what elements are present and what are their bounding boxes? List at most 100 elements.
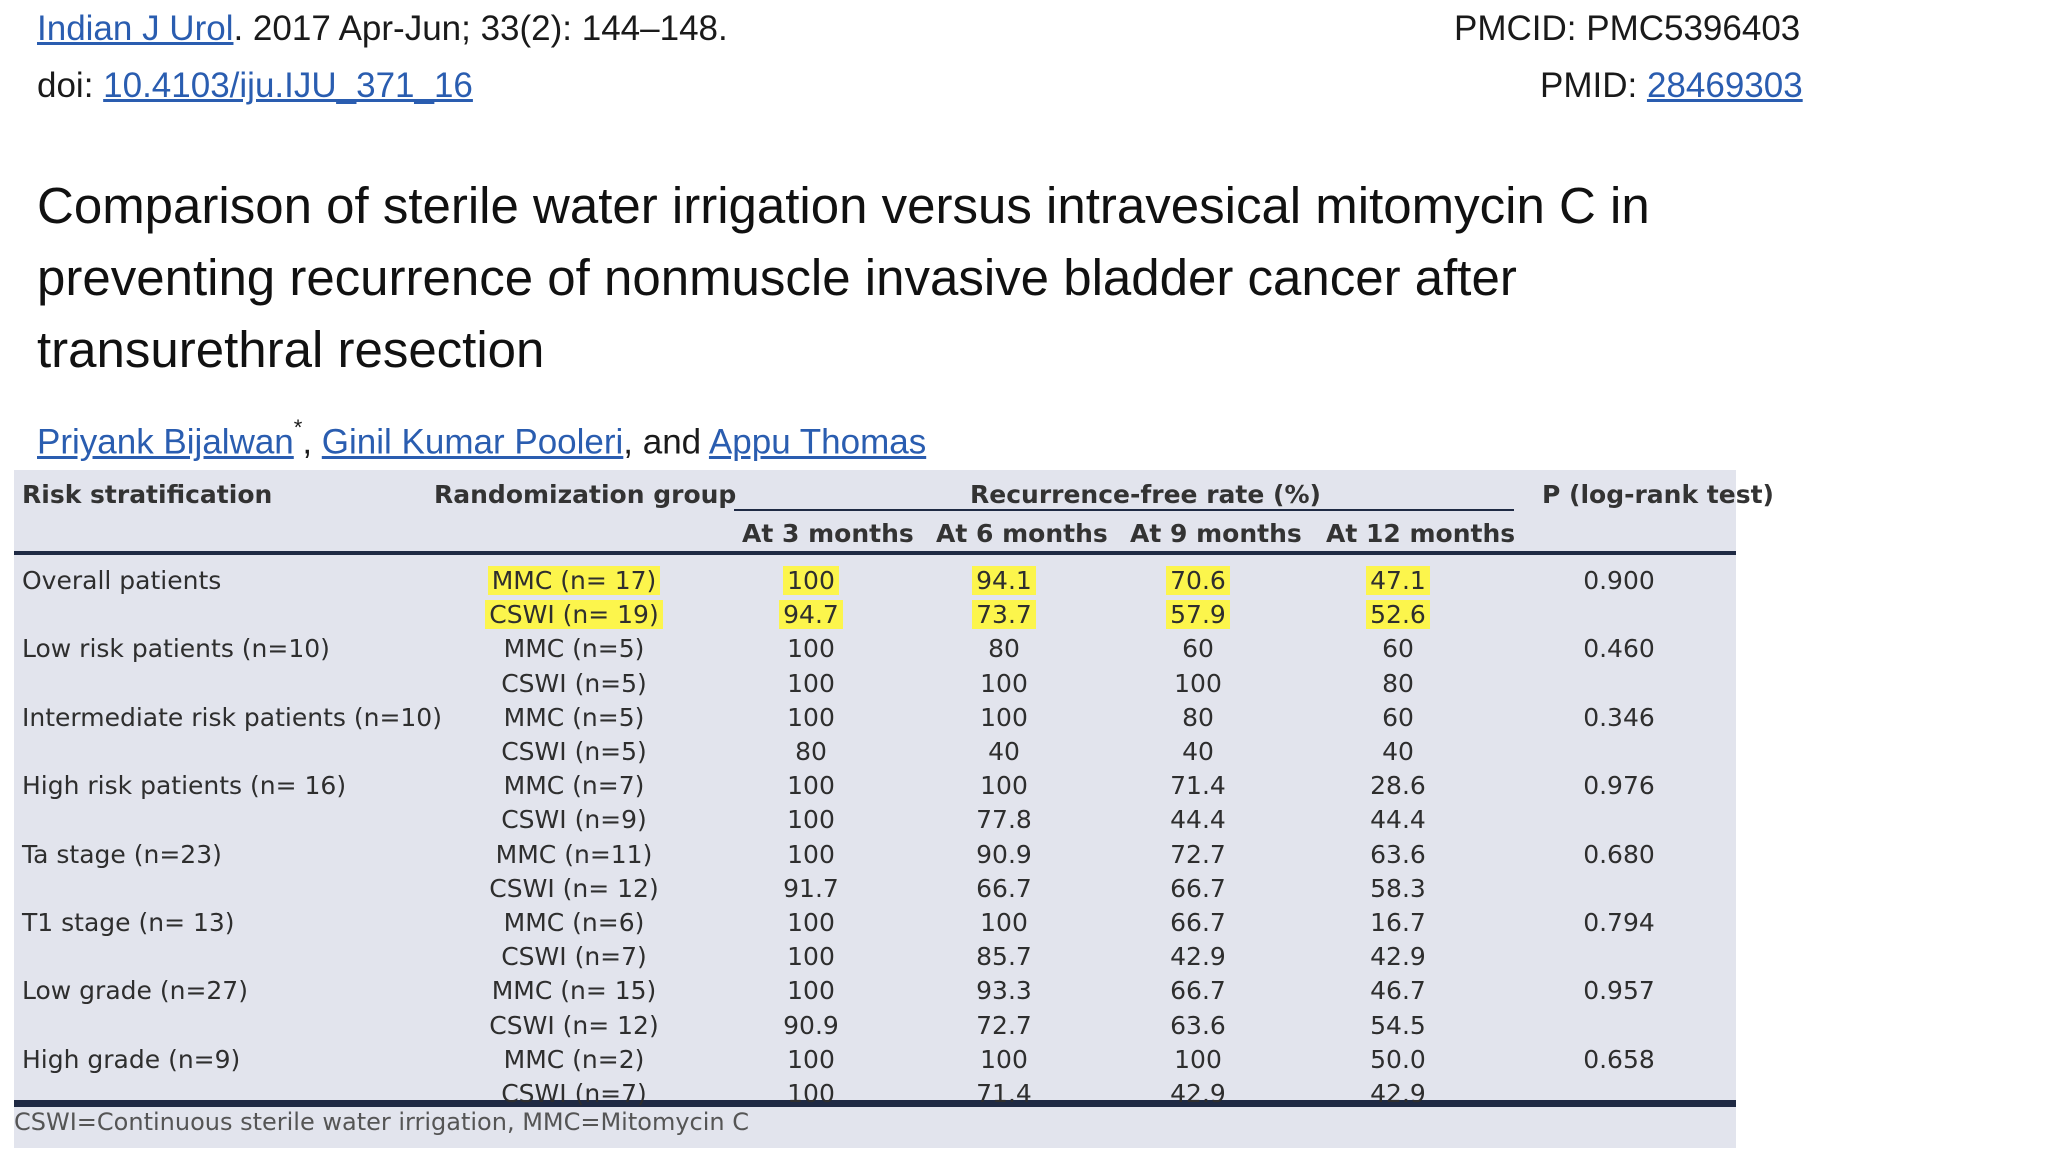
cell-p: 0.957: [1583, 976, 1655, 1006]
cell-m3: 80: [795, 737, 827, 766]
cell-risk: Low risk patients (n=10): [22, 634, 330, 664]
cell-m3: 100: [787, 668, 835, 698]
cell-m9: 60: [1182, 634, 1214, 664]
cell-p: 0.794: [1583, 908, 1655, 937]
cell-m12: 40: [1382, 737, 1414, 766]
cell-group: CSWI (n=9): [501, 805, 647, 835]
cell-m6: 85.7: [976, 942, 1032, 972]
cell-m12: 16.7: [1370, 908, 1426, 937]
cell-group: CSWI (n=5): [501, 737, 647, 766]
cell-group: MMC (n=2): [503, 1044, 645, 1074]
cell-m3: 90.9: [783, 1010, 839, 1040]
cell-m9: 100: [1174, 1044, 1222, 1074]
highlighted-value: 94.1: [972, 566, 1036, 595]
doi-label: doi:: [37, 66, 104, 105]
cell-m6: 100: [980, 908, 1028, 937]
cell-risk: Low grade (n=27): [22, 976, 248, 1006]
corresponding-mark: *: [293, 415, 303, 440]
cell-m12: 28.6: [1370, 771, 1426, 801]
cell-risk: Overall patients: [22, 566, 222, 595]
doi-link[interactable]: 10.4103/iju.IJU_371_16: [103, 66, 473, 105]
header-randomization-group: Randomization group: [434, 480, 737, 509]
cell-group: MMC (n=11): [495, 839, 653, 869]
cell-m9: 42.9: [1170, 942, 1226, 972]
cell-m6: 40: [988, 737, 1020, 766]
cell-m6: 100: [980, 668, 1028, 698]
highlighted-value: 70.6: [1166, 566, 1230, 595]
table-bottom-rule: [14, 1100, 1736, 1107]
cell-m6: 100: [980, 1044, 1028, 1074]
author-sep-2: , and: [623, 422, 709, 462]
cell-m12: 60: [1382, 634, 1414, 664]
cell-risk: High risk patients (n= 16): [22, 771, 347, 801]
article-title: Comparison of sterile water irrigation v…: [37, 177, 1650, 378]
highlighted-value: MMC (n= 17): [487, 566, 661, 595]
cell-m9: 44.4: [1170, 805, 1226, 835]
header-9-months: At 9 months: [1130, 519, 1302, 548]
cell-m9: 100: [1174, 668, 1222, 698]
cell-risk: Ta stage (n=23): [22, 839, 222, 869]
cell-m6: 71.4: [976, 1079, 1032, 1108]
citation-line: Indian J Urol. 2017 Apr-Jun; 33(2): 144–…: [37, 11, 728, 46]
cell-p: 0.976: [1583, 771, 1655, 801]
cell-m6: 72.7: [976, 1010, 1032, 1040]
cell-risk: T1 stage (n= 13): [22, 908, 235, 937]
cell-m3: 100: [787, 839, 835, 869]
cell-m9: 66.7: [1170, 873, 1226, 903]
highlighted-value: 57.9: [1166, 600, 1230, 630]
header-span-rule: [734, 509, 1514, 511]
cell-risk: High grade (n=9): [22, 1044, 241, 1074]
cell-m12: 50.0: [1370, 1044, 1426, 1074]
header-p-log-rank: P (log-rank test): [1542, 480, 1774, 509]
cell-m12: 80: [1382, 668, 1414, 698]
cell-m3: 100: [787, 1044, 835, 1074]
author-link-1[interactable]: Priyank Bijalwan: [37, 422, 294, 462]
header-risk-stratification: Risk stratification: [22, 480, 273, 509]
journal-link[interactable]: Indian J Urol: [37, 9, 234, 48]
author-link-2[interactable]: Ginil Kumar Pooleri: [321, 422, 624, 462]
cell-group: CSWI (n=5): [501, 668, 647, 698]
header-3-months: At 3 months: [742, 519, 914, 548]
author-link-3[interactable]: Appu Thomas: [708, 422, 927, 462]
cell-m6: 100: [980, 702, 1028, 732]
cell-m6: 73.7: [904, 600, 1104, 630]
pmid-label: PMID:: [1540, 66, 1647, 105]
results-table: Risk stratification Randomization group …: [14, 470, 1774, 1148]
cell-m9: 66.7: [1170, 908, 1226, 937]
cell-p: 0.900: [1583, 566, 1655, 595]
cell-m12: 60: [1382, 702, 1414, 732]
cell-m9: 70.6: [1098, 566, 1298, 595]
cell-m6: 77.8: [976, 805, 1032, 835]
cell-m3: 100: [787, 908, 835, 937]
cell-m3: 100: [787, 702, 835, 732]
header-bottom-rule: [14, 551, 1736, 555]
cell-group: CSWI (n=7): [501, 1079, 647, 1108]
pmid-link[interactable]: 28469303: [1646, 66, 1803, 105]
citation-issue: . 2017 Apr-Jun; 33(2): 144–148.: [233, 9, 728, 48]
cell-m3: 100: [787, 634, 835, 664]
cell-m12: 47.1: [1298, 566, 1498, 595]
cell-group: CSWI (n= 19): [474, 600, 674, 630]
cell-m9: 63.6: [1170, 1010, 1226, 1040]
cell-m6: 93.3: [976, 976, 1032, 1006]
author-list: Priyank Bijalwan*, Ginil Kumar Pooleri, …: [37, 415, 927, 463]
cell-m6: 90.9: [976, 839, 1032, 869]
cell-m9: 57.9: [1098, 600, 1298, 630]
cell-group: MMC (n=5): [503, 702, 645, 732]
highlighted-value: 100: [783, 566, 839, 595]
header-recurrence-free-rate: Recurrence-free rate (%): [970, 480, 1321, 509]
highlighted-value: CSWI (n= 19): [485, 600, 663, 630]
cell-m12: 63.6: [1370, 839, 1426, 869]
cell-group: MMC (n=7): [503, 771, 645, 801]
table-footnote: CSWI=Continuous sterile water irrigation…: [14, 1108, 749, 1136]
cell-m9: 80: [1182, 702, 1214, 732]
highlighted-value: 52.6: [1366, 600, 1430, 630]
doi-line: doi: 10.4103/iju.IJU_371_16: [37, 68, 473, 103]
cell-group: CSWI (n= 12): [489, 873, 659, 903]
cell-group: MMC (n= 15): [491, 976, 657, 1006]
cell-m12: 44.4: [1370, 805, 1426, 835]
cell-group: CSWI (n= 12): [489, 1010, 659, 1040]
cell-m9: 66.7: [1170, 976, 1226, 1006]
cell-p: 0.346: [1583, 702, 1655, 732]
cell-m3: 100: [787, 805, 835, 835]
